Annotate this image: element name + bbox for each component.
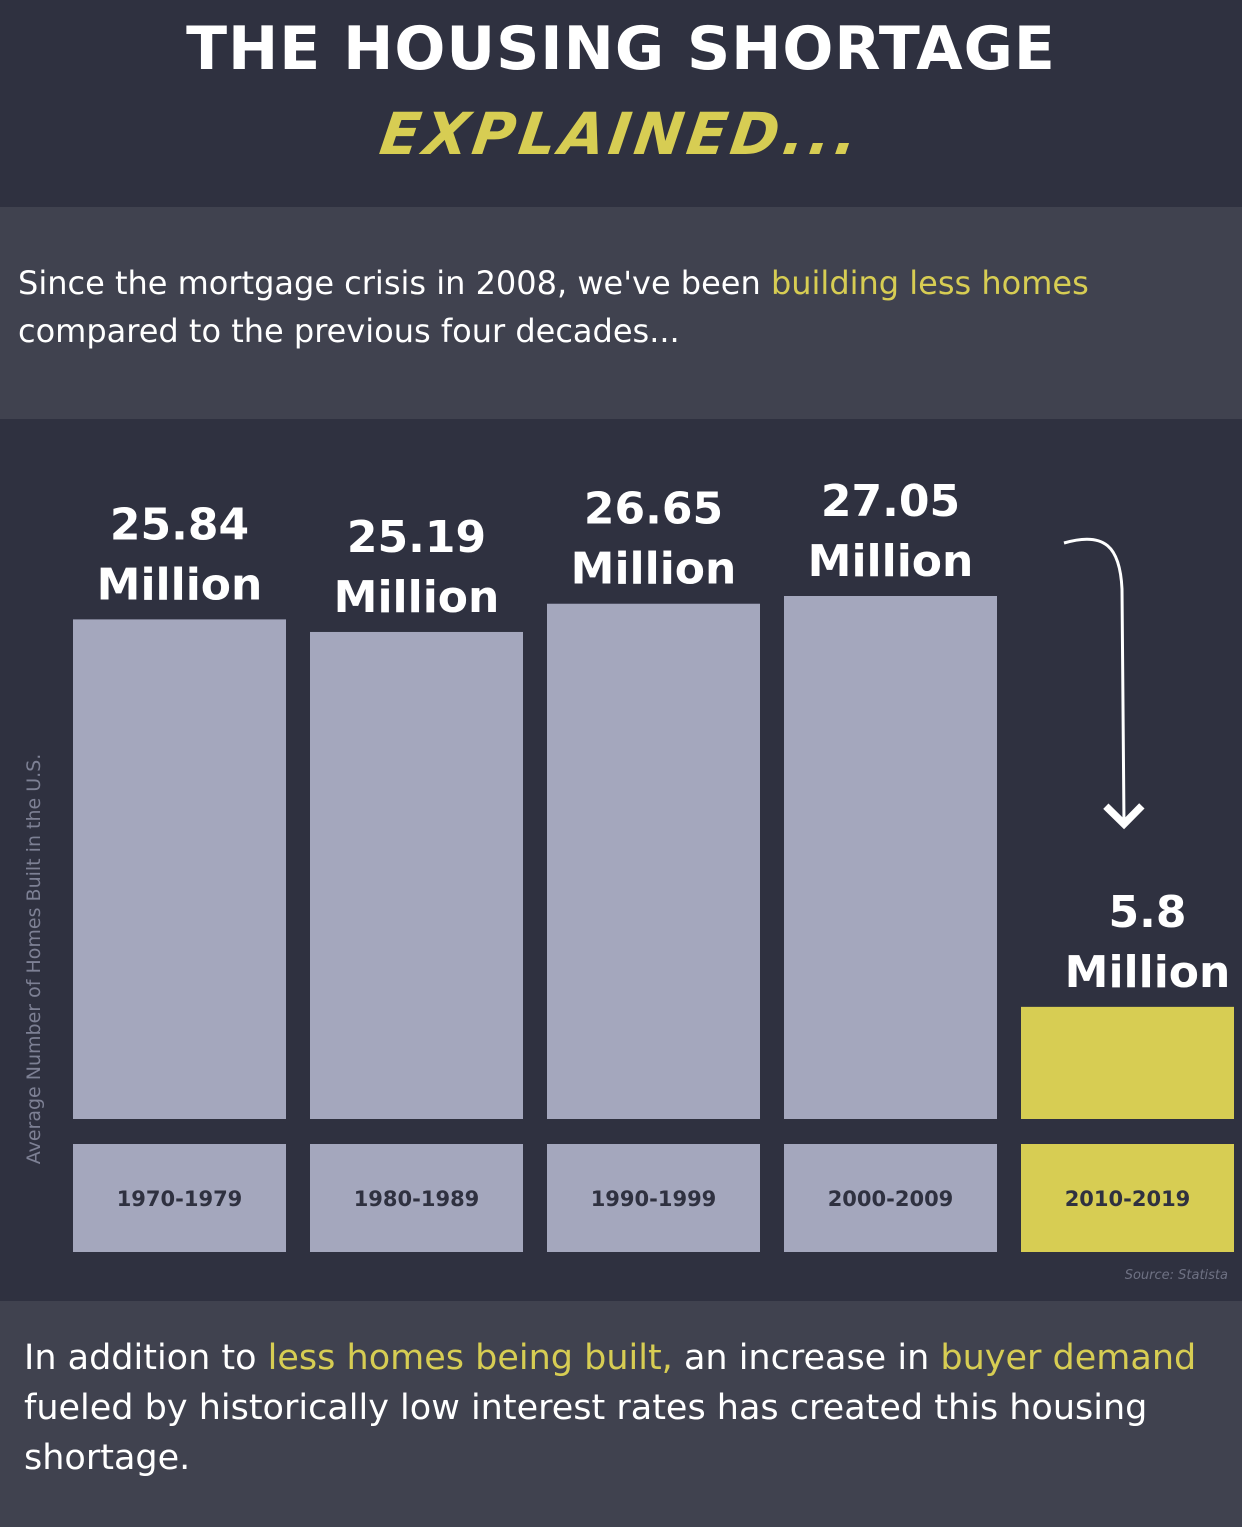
chart-area: Average Number of Homes Built in the U.S…: [0, 419, 1242, 1301]
tick-label-1980-1989: 1980-1989: [354, 1187, 480, 1211]
value-label-2000-2009-number: 27.05: [821, 476, 960, 527]
value-label-1980-1989-number: 25.19: [347, 512, 486, 563]
tick-label-2000-2009: 2000-2009: [828, 1187, 954, 1211]
value-label-1980-1989-unit: Million: [334, 572, 500, 623]
intro-text: Since the mortgage crisis in 2008, we've…: [18, 259, 1233, 355]
value-labels: 25.84 Million 25.19 Million 26.65 Million 27.0…: [97, 476, 1231, 998]
outro-highlight-2: buyer demand: [940, 1338, 1197, 1378]
tick-label-2010-2019: 2010-2019: [1065, 1187, 1191, 1211]
page-title: THE HOUSING SHORTAGE: [186, 14, 1056, 84]
intro-highlight: building less homes: [770, 264, 1089, 302]
outro-text-part1: In addition to: [24, 1338, 268, 1378]
value-label-1990-1999-unit: Million: [571, 544, 737, 595]
intro-text-part2: compared to the previous four decades...: [18, 312, 680, 350]
tick-box-1990-1999: [547, 1144, 760, 1252]
tick-box-2010-2019: [1021, 1144, 1234, 1252]
value-label-2000-2009-unit: Million: [808, 536, 974, 587]
bars-group: [73, 596, 1234, 1119]
y-axis-label: Average Number of Homes Built in the U.S…: [23, 754, 45, 1165]
outro-text-part2: an increase in: [672, 1338, 941, 1378]
bar-1980-1989: [310, 631, 523, 1119]
bar-1990-1999: [547, 603, 760, 1119]
value-label-2010-2019-number: 5.8: [1109, 887, 1187, 938]
header: THE HOUSING SHORTAGE EXPLAINED...: [0, 0, 1242, 207]
tick-label-1990-1999: 1990-1999: [591, 1187, 717, 1211]
value-label-2010-2019-unit: Million: [1065, 947, 1231, 998]
intro-text-part1: Since the mortgage crisis in 2008, we've…: [18, 264, 771, 302]
intro-panel: Since the mortgage crisis in 2008, we've…: [0, 207, 1242, 419]
down-arrow-icon: [1063, 537, 1145, 830]
value-label-1970-1979-number: 25.84: [110, 499, 249, 550]
tick-box-2000-2009: [784, 1144, 997, 1252]
category-ticks: 1970-1979 1980-1989 1990-1999 2000-2009 2010…: [73, 1144, 1234, 1252]
outro-highlight-1: less homes being built,: [267, 1338, 673, 1378]
tick-label-1970-1979: 1970-1979: [117, 1187, 243, 1211]
bar-chart: Average Number of Homes Built in the U.S…: [23, 476, 1234, 1283]
value-label-1990-1999-number: 26.65: [584, 484, 723, 535]
value-label-1970-1979-unit: Million: [97, 559, 263, 610]
bar-1970-1979: [73, 619, 286, 1119]
source-note: Source: Statista: [1125, 1268, 1228, 1283]
outro-text-part3: fueled by historically low interest rate…: [24, 1388, 1148, 1478]
page-subtitle: EXPLAINED...: [375, 100, 867, 168]
outro-text: In addition to less homes being built, a…: [24, 1333, 1234, 1483]
tick-box-1980-1989: [310, 1144, 523, 1252]
bar-2000-2009: [784, 596, 997, 1119]
tick-box-1970-1979: [73, 1144, 286, 1252]
outro-panel: In addition to less homes being built, a…: [0, 1301, 1242, 1527]
bar-2010-2019: [1021, 1006, 1234, 1119]
